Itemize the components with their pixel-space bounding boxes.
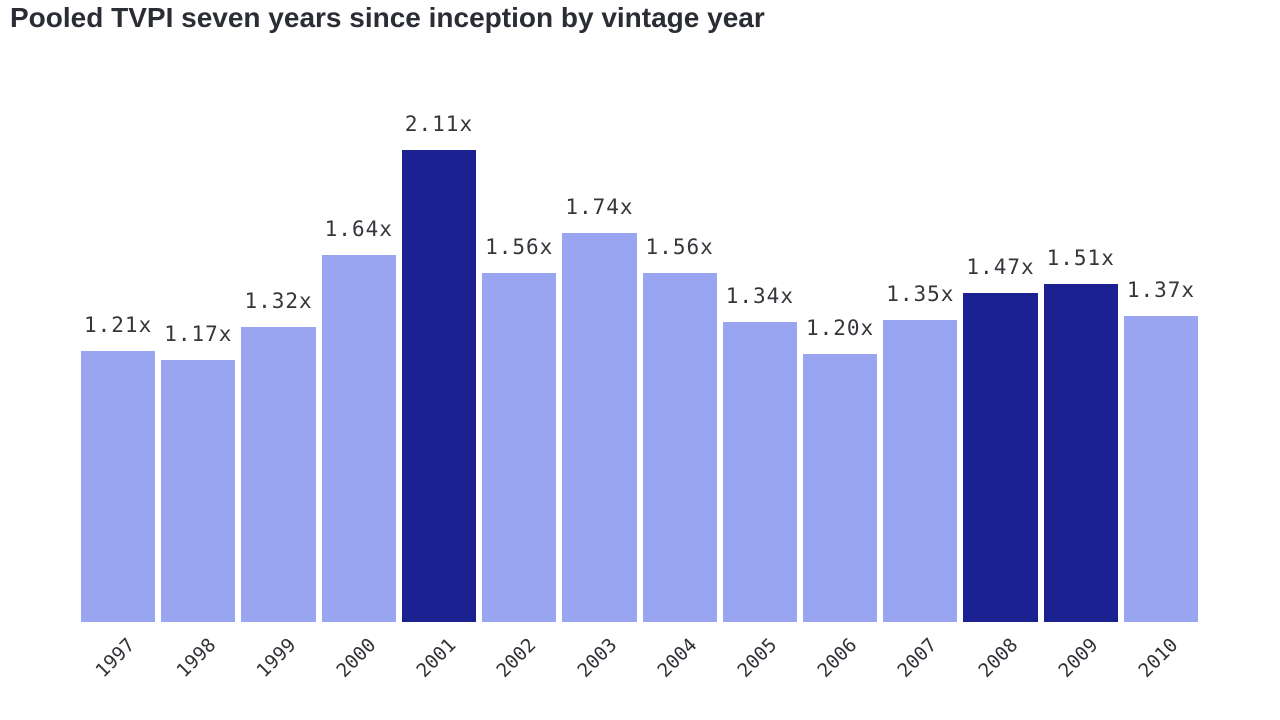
bar-value-label: 1.56x	[485, 235, 554, 259]
bar	[562, 233, 637, 622]
chart-title: Pooled TVPI seven years since inception …	[10, 2, 765, 33]
bar	[482, 273, 557, 622]
bar	[883, 320, 958, 622]
bar-value-label: 1.51x	[1046, 246, 1115, 270]
bar	[722, 322, 797, 622]
bar-column: 1.74x 2003	[562, 195, 637, 682]
x-tick-label: 1998	[171, 634, 220, 682]
bar-value-label: 1.56x	[645, 235, 714, 259]
bar	[81, 351, 156, 622]
bar-column: 1.64x 2000	[321, 217, 396, 682]
x-tick-label: 1997	[91, 634, 140, 682]
bar-column: 1.34x 2005	[722, 284, 797, 682]
x-tick-label: 2005	[733, 634, 782, 682]
bar-column: 1.37x 2010	[1123, 278, 1199, 682]
bar	[321, 255, 396, 622]
bar-value-label: 1.74x	[565, 195, 634, 219]
bar-value-label: 1.37x	[1126, 278, 1196, 302]
bar-value-label: 1.17x	[164, 322, 233, 346]
bar	[161, 360, 236, 622]
x-tick-label: 2001	[412, 634, 461, 682]
x-tick-label: 2007	[893, 634, 942, 682]
bar-value-label: 1.64x	[324, 217, 393, 241]
bar	[802, 354, 878, 622]
bar	[1123, 316, 1199, 622]
x-tick-label: 2009	[1054, 634, 1103, 682]
bar-column: 1.35x 2007	[883, 282, 958, 682]
x-tick-label: 2006	[813, 634, 862, 682]
bar-value-label: 2.11x	[404, 112, 474, 136]
plot-area: 1.21x 1997 1.17x 1998 1.32x 1999 1.64x 2000 2.11…	[81, 112, 1199, 682]
bar-value-label: 1.35x	[886, 282, 955, 306]
bar-highlighted	[401, 150, 477, 622]
bar-column: 2.11x 2001	[401, 112, 477, 682]
bar-value-label: 1.21x	[84, 313, 153, 337]
x-tick-label: 2003	[572, 634, 621, 682]
bar-column: 1.20x 2006	[802, 316, 878, 682]
x-tick-label: 2008	[974, 634, 1023, 682]
bar-value-label: 1.47x	[966, 255, 1035, 279]
x-tick-label: 2010	[1134, 634, 1183, 682]
x-tick-label: 2004	[653, 634, 702, 682]
x-tick-label: 1999	[252, 634, 301, 682]
bar-highlighted	[1043, 284, 1118, 622]
bar-column: 1.47x 2008	[963, 255, 1038, 682]
bar	[241, 327, 316, 622]
bar-column: 1.17x 1998	[161, 322, 236, 682]
x-tick-label: 2002	[492, 634, 541, 682]
bar-column: 1.32x 1999	[241, 289, 316, 682]
bar-column: 1.56x 2002	[482, 235, 557, 682]
x-tick-label: 2000	[332, 634, 381, 682]
bar-value-label: 1.32x	[244, 289, 313, 313]
bar-column: 1.21x 1997	[81, 313, 156, 682]
bar-value-label: 1.34x	[725, 284, 794, 308]
bar-value-label: 1.20x	[805, 316, 875, 340]
bar-column: 1.51x 2009	[1043, 246, 1118, 682]
bar-highlighted	[963, 293, 1038, 622]
bar-column: 1.56x 2004	[642, 235, 717, 682]
bar	[642, 273, 717, 622]
